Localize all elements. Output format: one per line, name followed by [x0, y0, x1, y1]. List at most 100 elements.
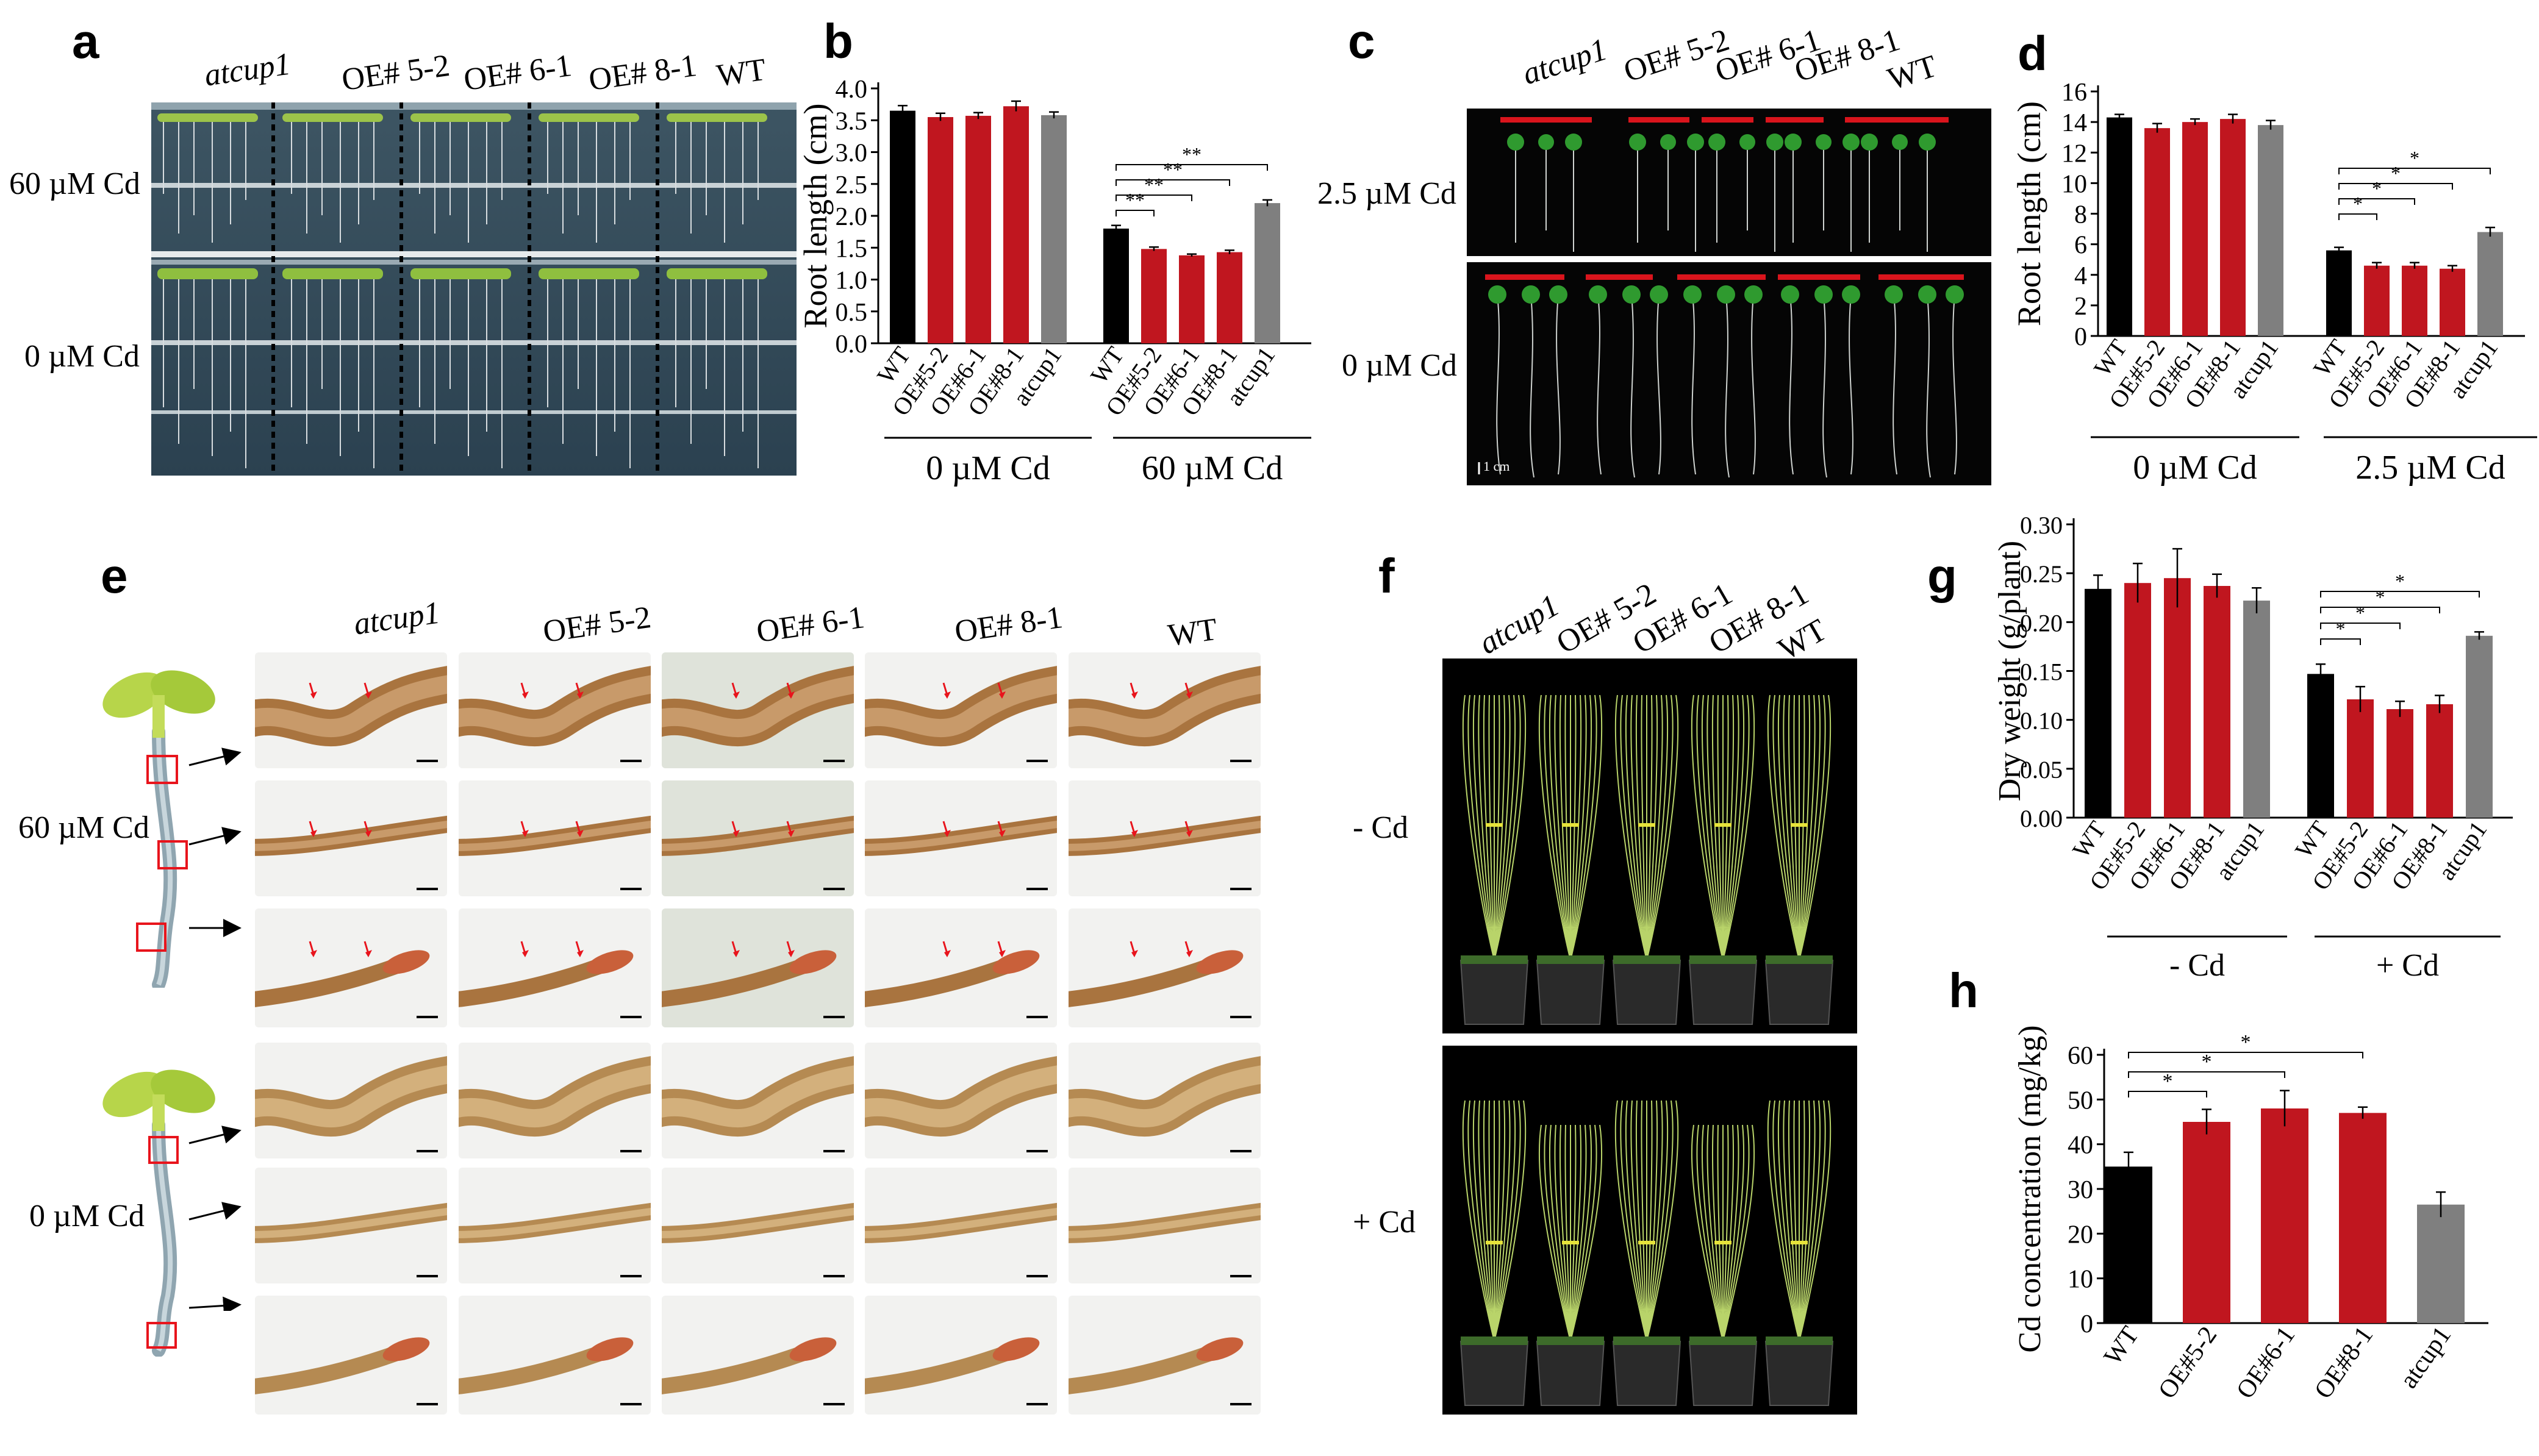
- panel-e-seedling-schematic-top: [102, 670, 215, 988]
- micrograph-tile: [255, 780, 447, 896]
- x-tick-label: OE#8-1: [2309, 1321, 2379, 1404]
- bar: [1003, 106, 1029, 343]
- significance-bracket: [2338, 168, 2491, 174]
- inflorescence-stem: [1467, 1100, 1495, 1342]
- red-arrowhead: [788, 691, 795, 699]
- y-tick-label: 3.0: [836, 140, 868, 168]
- root-segment: [662, 1346, 805, 1394]
- root-segment: [255, 1346, 398, 1394]
- inflorescence-stem: [1488, 694, 1495, 961]
- y-tick-label: 0.0: [836, 330, 868, 359]
- inflorescence-stem: [1691, 1124, 1724, 1342]
- inflorescence-stem: [1478, 1100, 1495, 1342]
- significance-label: *: [2355, 602, 2365, 624]
- inflorescence-stem: [1722, 694, 1735, 961]
- bar: [2107, 117, 2132, 336]
- inflorescence-stem: [1711, 1124, 1724, 1342]
- y-tick-label: 30: [2068, 1176, 2093, 1204]
- x-tick-label: atcup1: [2394, 1321, 2457, 1393]
- inflorescence-stem: [1494, 694, 1527, 961]
- panel-e-genotype-label: WT: [1166, 612, 1220, 654]
- root-core: [865, 675, 1057, 738]
- bar: [965, 115, 991, 343]
- inflorescence-stem: [1706, 694, 1724, 961]
- root-tip: [382, 1337, 430, 1361]
- inflorescence-stem: [1538, 694, 1571, 961]
- y-tick-label: 2: [2074, 293, 2087, 321]
- inflorescence-stem: [1494, 1100, 1500, 1342]
- root-core: [459, 675, 651, 738]
- y-tick-label: 1.0: [836, 267, 868, 295]
- inflorescence-stem: [1478, 694, 1495, 961]
- root-core: [1069, 1065, 1261, 1128]
- inflorescence-stem: [1570, 694, 1603, 961]
- panel-f-row-label: - Cd: [1353, 810, 1408, 845]
- inflorescence-stem: [1570, 1124, 1577, 1342]
- bar: [2440, 268, 2465, 336]
- tie-band: [1791, 1241, 1808, 1244]
- red-arrowhead: [999, 950, 1006, 957]
- root-tip: [586, 1337, 634, 1361]
- inflorescence-stem: [1799, 694, 1826, 961]
- micrograph-tile: [1069, 1296, 1261, 1415]
- inflorescence-stem: [1701, 1124, 1724, 1342]
- panel-a-genotype-label: OE# 8-1: [586, 48, 699, 98]
- red-arrowhead: [522, 830, 529, 837]
- micrograph-tile: [1069, 1168, 1261, 1283]
- inflorescence-stem: [1646, 1100, 1674, 1342]
- inflorescence-stem: [1646, 1100, 1653, 1342]
- y-tick-label: 10: [2061, 170, 2087, 198]
- significance-bracket: [2338, 198, 2415, 205]
- significance-bracket: [2320, 607, 2440, 613]
- red-arrowhead: [577, 830, 584, 837]
- inflorescence-stem: [1788, 694, 1800, 961]
- y-tick-label: 50: [2068, 1087, 2093, 1115]
- significance-label: **: [1144, 174, 1164, 196]
- bar: [2085, 588, 2111, 818]
- bar: [2417, 1204, 2465, 1323]
- inflorescence-stem: [1799, 1100, 1811, 1342]
- micrograph-tile: [662, 1296, 854, 1415]
- y-tick-label: 10: [2068, 1266, 2093, 1294]
- root-core: [1069, 820, 1261, 851]
- bar: [2477, 232, 2503, 336]
- micrograph-tile: [459, 908, 651, 1027]
- panel-c-row-label: 0 µM Cd: [1342, 348, 1457, 383]
- y-tick-label: 3.5: [836, 107, 868, 135]
- root-core: [255, 675, 447, 738]
- inflorescence-stem: [1559, 1124, 1571, 1342]
- inflorescence-stem: [1717, 1124, 1724, 1342]
- inflorescence-stem: [1722, 694, 1729, 961]
- y-tick-label: 20: [2068, 1221, 2093, 1249]
- inflorescence-stem: [1711, 694, 1724, 961]
- y-tick-label: 14: [2061, 109, 2087, 137]
- x-tick-label: OE#6-1: [2231, 1321, 2301, 1404]
- micrograph-tile: [865, 1043, 1057, 1158]
- root-tip: [789, 950, 837, 974]
- red-arrowhead: [1186, 830, 1193, 837]
- y-tick-label: 0.00: [2020, 805, 2063, 832]
- red-arrowhead: [999, 830, 1006, 837]
- y-axis-label: Cd concentration (mg/kg): [2013, 1025, 2047, 1352]
- inflorescence-stem: [1549, 1124, 1571, 1342]
- micrograph-tile: [1069, 908, 1261, 1027]
- micrograph-tile: [662, 908, 854, 1027]
- inflorescence-stem: [1722, 694, 1739, 961]
- bar: [2347, 699, 2374, 818]
- root-core: [1069, 1207, 1261, 1238]
- bar: [2124, 583, 2151, 818]
- root-segment: [459, 1346, 602, 1394]
- inflorescence-stem: [1472, 1100, 1495, 1342]
- inflorescence-stem: [1635, 1100, 1647, 1342]
- root-core: [865, 820, 1057, 851]
- inflorescence-stem: [1570, 694, 1592, 961]
- micrograph-tile: [662, 1168, 854, 1283]
- micrograph-tile: [459, 1296, 651, 1415]
- root-core: [255, 1065, 447, 1128]
- significance-bracket: [2338, 183, 2453, 190]
- red-arrowhead: [788, 830, 795, 837]
- bar: [1141, 249, 1167, 343]
- inflorescence-stem: [1646, 1100, 1658, 1342]
- panel-letter-d: d: [2018, 26, 2047, 80]
- inflorescence-stem: [1722, 694, 1745, 961]
